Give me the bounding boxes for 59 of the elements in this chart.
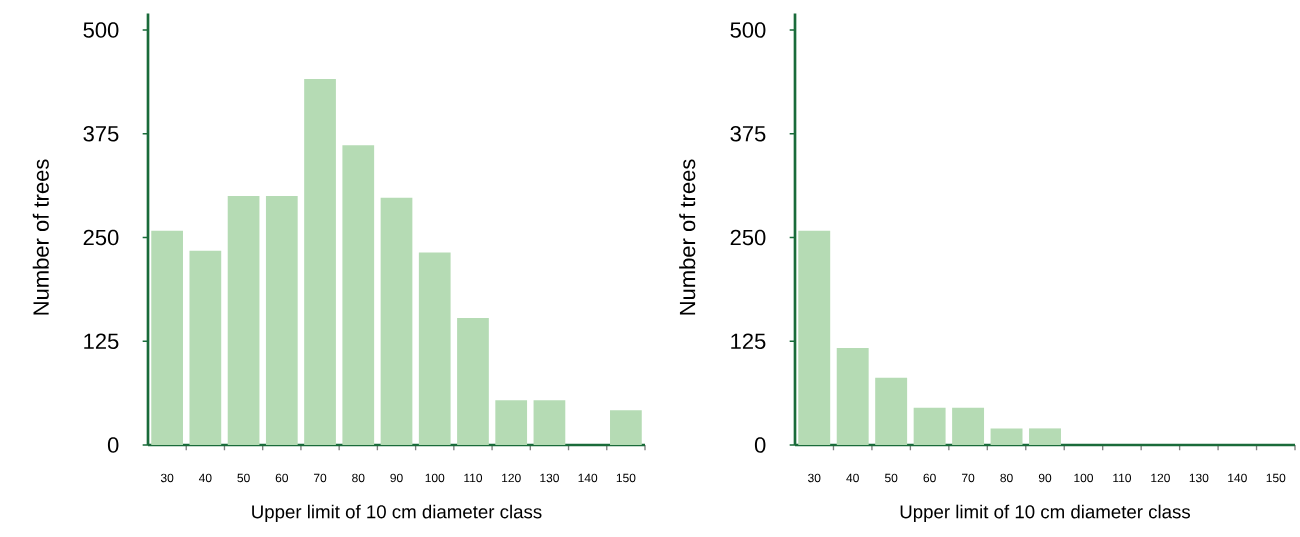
bar	[836, 347, 869, 445]
y-axis-title: Number of trees	[679, 159, 696, 315]
x-tick-label: 100	[1074, 473, 1094, 483]
y-tick-label: 375	[730, 125, 766, 142]
x-tick-label: 140	[1228, 473, 1247, 483]
y-tick-label: 250	[730, 229, 766, 246]
x-tick-label: 70	[313, 473, 327, 483]
x-tick-label: 150	[616, 473, 636, 483]
x-tick-label: 140	[578, 473, 598, 483]
bar	[304, 78, 336, 445]
x-tick-label: 110	[464, 473, 483, 483]
y-tick-label: 500	[730, 22, 766, 38]
bar	[265, 196, 298, 445]
x-tick-label: 60	[923, 473, 936, 483]
bar	[151, 230, 183, 445]
x-tick-label: 130	[540, 473, 559, 483]
bar	[533, 400, 566, 445]
x-tick-label: 90	[390, 473, 403, 483]
x-tick-label: 50	[237, 473, 250, 483]
y-tick-label: 125	[731, 333, 766, 350]
bar	[952, 407, 985, 445]
x-tick-label: 30	[808, 473, 821, 483]
x-tick-label: 80	[1000, 473, 1013, 483]
x-tick-label: 110	[1113, 473, 1132, 483]
bar	[798, 230, 831, 445]
x-tick-label: 40	[846, 473, 859, 483]
bar	[1029, 428, 1061, 445]
bar	[990, 428, 1023, 445]
x-tick-label: 130	[1189, 473, 1209, 483]
x-tick-label: 120	[1151, 473, 1170, 483]
bar	[342, 145, 375, 445]
x-axis-title: Upper limit of 10 cm diameter class	[900, 504, 1191, 523]
x-tick-label: 120	[502, 473, 521, 483]
x-tick-label: 50	[884, 473, 898, 483]
y-tick-label: 375	[83, 125, 119, 142]
y-axis-title: Number of trees	[32, 159, 49, 315]
x-tick-label: 150	[1266, 473, 1286, 483]
bar	[875, 377, 908, 445]
y-tick-label: 0	[754, 437, 766, 453]
y-tick-label: 250	[83, 229, 119, 246]
y-tick-label: 500	[83, 22, 119, 38]
x-axis-title: Upper limit of 10 cm diameter class	[252, 504, 542, 523]
bar	[189, 250, 222, 445]
x-tick-label: 60	[275, 473, 289, 483]
x-tick-label: 70	[962, 473, 975, 483]
bar	[418, 252, 451, 445]
x-tick-label: 80	[352, 473, 365, 483]
bar	[457, 318, 489, 445]
bar	[610, 410, 642, 445]
bar	[227, 196, 260, 445]
y-tick-label: 0	[107, 437, 119, 453]
bar	[495, 400, 528, 445]
bar	[380, 197, 413, 445]
x-tick-label: 30	[160, 473, 174, 483]
x-tick-label: 40	[198, 473, 212, 483]
y-tick-label: 125	[84, 333, 119, 350]
x-tick-label: 100	[425, 473, 445, 483]
bar	[913, 407, 946, 445]
x-tick-label: 90	[1038, 473, 1052, 483]
